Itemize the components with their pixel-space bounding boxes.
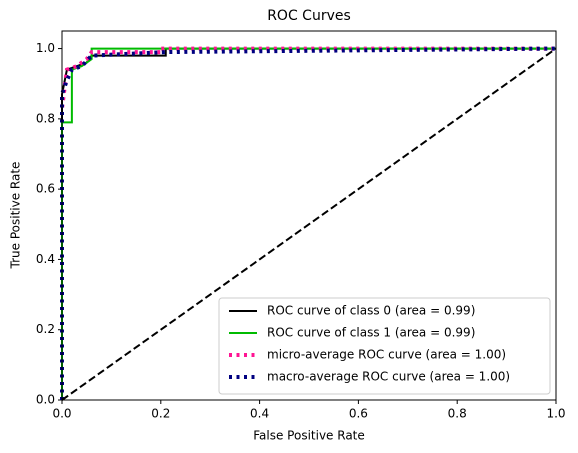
x-tick-label: 0.8 [448,407,467,421]
chart-title: ROC Curves [267,8,351,24]
x-tick-label: 0.6 [349,407,368,421]
roc-line [60,46,556,400]
y-tick-label: 0.2 [36,322,55,336]
x-tick-label: 0.0 [52,407,71,421]
y-axis-label: True Positive Rate [9,162,23,270]
x-tick-label: 0.2 [151,407,170,421]
y-tick-label: 0.8 [36,111,55,125]
x-axis-label: False Positive Rate [253,429,365,443]
roc-line [60,46,557,400]
legend-box [218,297,551,395]
legend-label: macro-average ROC curve (area = 1.00) [267,370,510,384]
y-tick-label: 0.4 [36,252,55,266]
legend-label: ROC curve of class 1 (area = 0.99) [267,326,475,340]
legend-label: ROC curve of class 0 (area = 0.99) [267,304,475,318]
legend: ROC curve of class 0 (area = 0.99) ROC cu… [218,297,551,395]
roc-line [61,47,557,401]
x-tick-label: 0.4 [250,407,269,421]
y-tick-label: 0.0 [36,393,55,407]
y-tick-label: 1.0 [36,41,55,55]
legend-label: micro-average ROC curve (area = 1.00) [267,348,506,362]
plot-frame [61,30,557,401]
y-tick-label: 0.6 [36,182,55,196]
x-tick-label: 1.0 [546,407,565,421]
